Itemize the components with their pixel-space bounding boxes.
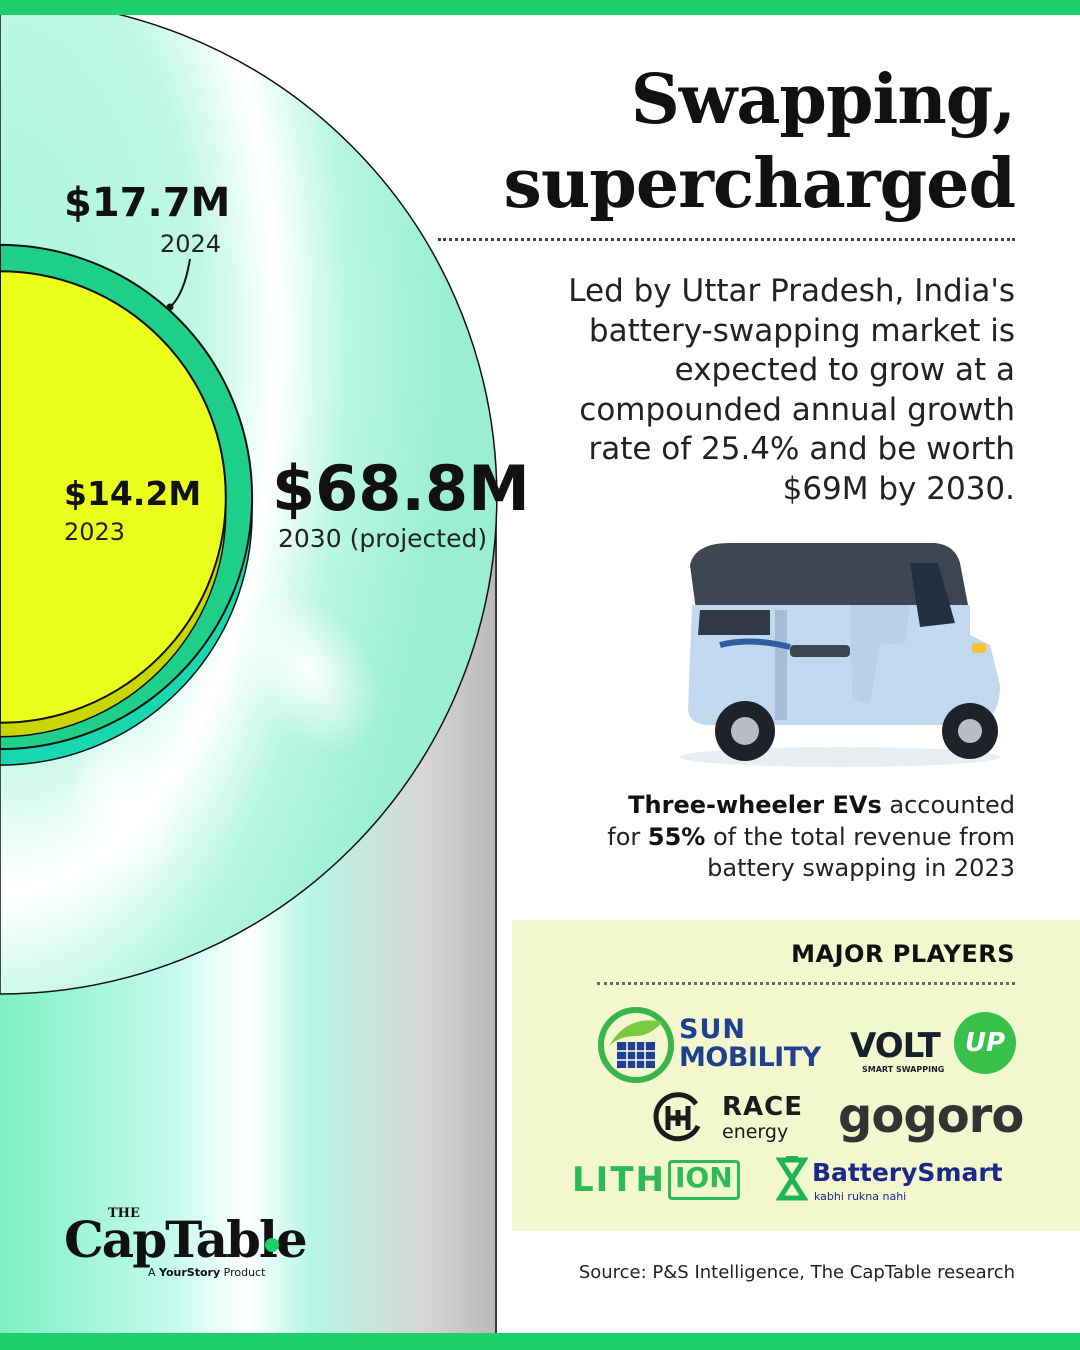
gogoro-logo: gogoro <box>838 1088 1024 1144</box>
title-line-1: Swapping, <box>630 60 1016 140</box>
sun-mobility-word-2: MOBILITY <box>679 1042 821 1073</box>
voltup-logo: VOLT UP SMART SWAPPING <box>850 1012 1016 1082</box>
callout-line-2024 <box>166 258 191 311</box>
voltup-badge-text: UP <box>964 1028 1006 1058</box>
top-accent-bar <box>0 0 1080 15</box>
race-energy-logo: RACE energy <box>650 1090 810 1146</box>
voltup-badge-icon: UP <box>954 1012 1016 1074</box>
lithion-word: LITH <box>572 1160 666 1200</box>
source-note: Source: P&S Intelligence, The CapTable r… <box>578 1262 1015 1283</box>
captable-brand-logo: THE CapTable A YourStory Product <box>64 1206 308 1279</box>
sun-mobility-word-1: SUN <box>679 1014 746 1045</box>
race-energy-emblem-icon <box>653 1092 701 1142</box>
value-label-2024: $17.7M <box>64 180 231 226</box>
cylinder-highlight-1 <box>236 589 380 753</box>
fact-highlight-ev: Three-wheeler EVs <box>628 791 882 819</box>
fact-highlight-share: 55% <box>647 822 706 851</box>
battery-smart-logo: BatterySmart kabhi rukna nahi <box>776 1156 1016 1206</box>
sun-mobility-logo: SUN MOBILITY <box>597 1006 827 1084</box>
page-title: Swapping, supercharged <box>503 58 1016 226</box>
bottom-accent-bar <box>0 1333 1080 1350</box>
brand-dot-icon <box>265 1238 279 1252</box>
description: Led by Uttar Pradesh, India's battery-sw… <box>568 273 1015 507</box>
battery-smart-emblem-icon <box>776 1156 808 1201</box>
race-energy-word: RACE <box>722 1092 803 1122</box>
value-label-2023: $14.2M <box>64 474 202 513</box>
race-energy-subword: energy <box>722 1121 789 1143</box>
brand-sub-bold: YourStory <box>159 1266 221 1279</box>
title-line-2: supercharged <box>503 144 1016 224</box>
players-divider <box>597 982 1015 985</box>
title-divider <box>438 238 1015 241</box>
lithion-logo: LITH ION <box>572 1160 740 1200</box>
electric-rickshaw-image <box>680 543 1000 767</box>
brand-the: THE <box>108 1206 140 1221</box>
brand-sub-suffix: Product <box>220 1266 266 1279</box>
battery-smart-word: BatterySmart <box>812 1158 1003 1187</box>
voltup-word: VOLT <box>850 1026 941 1066</box>
year-label-2030: 2030 (projected) <box>278 524 488 553</box>
value-label-2030: $68.8M <box>272 452 530 525</box>
market-size-chart <box>0 15 498 1333</box>
cylinder-top-2023 <box>0 270 227 724</box>
brand-sub-prefix: A <box>148 1266 160 1279</box>
brand-subline: A YourStory Product <box>148 1266 265 1279</box>
three-wheeler-fact: Three-wheeler EVs accounted for 55% of t… <box>595 790 1015 885</box>
battery-smart-tagline: kabhi rukna nahi <box>814 1190 907 1203</box>
lithion-battery-icon: ION <box>667 1160 740 1200</box>
lithion-battery-text: ION <box>674 1161 733 1194</box>
voltup-tagline: SMART SWAPPING <box>862 1065 945 1074</box>
fact-text-1: accounted for <box>607 791 1015 851</box>
year-label-2024: 2024 <box>160 230 222 258</box>
major-players-title: MAJOR PLAYERS <box>791 940 1015 968</box>
fact-text-2: of the total revenue from battery swappi… <box>705 822 1015 883</box>
cylinder-highlight-2 <box>68 725 181 885</box>
major-players-panel <box>512 920 1080 1231</box>
sun-mobility-emblem-icon <box>598 1007 674 1083</box>
year-label-2023: 2023 <box>64 518 126 546</box>
